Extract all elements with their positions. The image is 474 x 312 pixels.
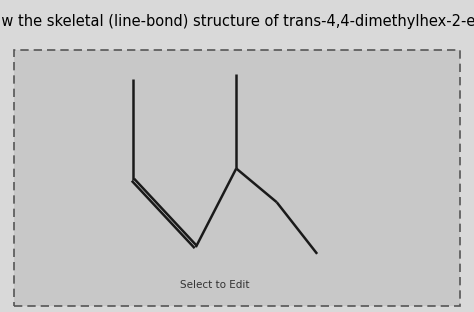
Text: Select to Edit: Select to Edit [180,280,249,290]
Text: Draw the skeletal (line-bond) structure of trans-4,4-dimethylhex-2-ene.: Draw the skeletal (line-bond) structure … [0,14,474,29]
